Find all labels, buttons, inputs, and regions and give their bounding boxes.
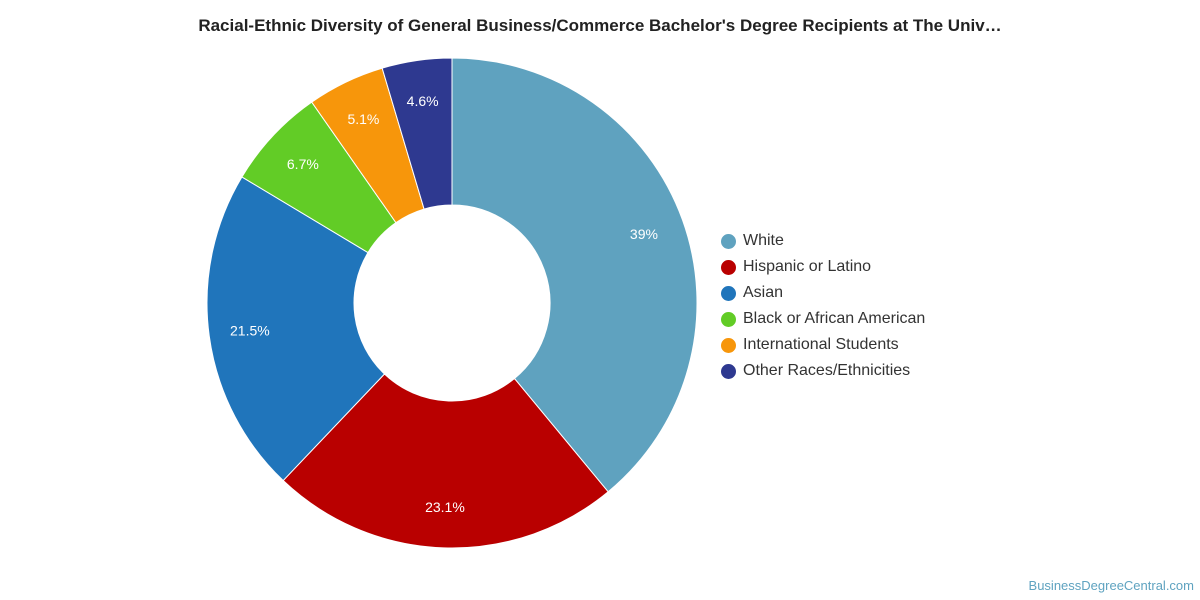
legend-label-asian: Asian — [743, 284, 784, 301]
legend-item-other-races-ethnicities[interactable]: Other Races/Ethnicities — [721, 358, 925, 384]
legend-label-other-races-ethnicities: Other Races/Ethnicities — [743, 362, 911, 379]
legend-item-international-students[interactable]: International Students — [721, 332, 925, 358]
slice-label-other-races-ethnicities: 4.6% — [407, 93, 439, 109]
legend-item-black-or-african-american[interactable]: Black or African American — [721, 306, 925, 332]
slice-label-black-or-african-american: 6.7% — [287, 156, 319, 172]
chart-legend: White Hispanic or Latino Asian Black or Afr… — [721, 228, 925, 384]
slice-label-white: 39% — [630, 226, 658, 242]
slice-label-hispanic-or-latino: 23.1% — [425, 499, 465, 515]
chart-title: Racial-Ethnic Diversity of General Busin… — [198, 16, 1002, 35]
slice-asian[interactable] — [206, 176, 386, 482]
legend-swatch-black-or-african-american — [721, 311, 736, 327]
legend-swatch-hispanic-or-latino — [721, 259, 736, 275]
legend-item-asian[interactable]: Asian — [721, 280, 925, 306]
legend-item-white[interactable]: White — [721, 228, 925, 254]
legend-label-white: White — [743, 232, 784, 249]
legend-swatch-white — [721, 233, 736, 249]
slice-label-international-students: 5.1% — [347, 111, 379, 127]
legend-label-international-students: International Students — [743, 336, 899, 353]
slice-other-races-ethnicities[interactable] — [381, 57, 453, 210]
legend-swatch-international-students — [721, 337, 736, 353]
slice-hispanic-or-latino[interactable] — [282, 373, 609, 549]
legend-swatch-asian — [721, 285, 736, 301]
legend-label-black-or-african-american: Black or African American — [743, 310, 926, 327]
slice-label-asian: 21.5% — [230, 322, 270, 338]
source-credit[interactable]: BusinessDegreeCentral.com — [1028, 578, 1194, 593]
slice-white[interactable] — [451, 57, 698, 493]
legend-swatch-other-races-ethnicities — [721, 363, 736, 379]
donut-slices — [206, 57, 698, 549]
donut-slice-labels: 39% 23.1% 21.5% 6.7% 5.1% 4.6% — [230, 93, 658, 515]
legend-item-hispanic-or-latino[interactable]: Hispanic or Latino — [721, 254, 925, 280]
legend-label-hispanic-or-latino: Hispanic or Latino — [743, 258, 872, 275]
